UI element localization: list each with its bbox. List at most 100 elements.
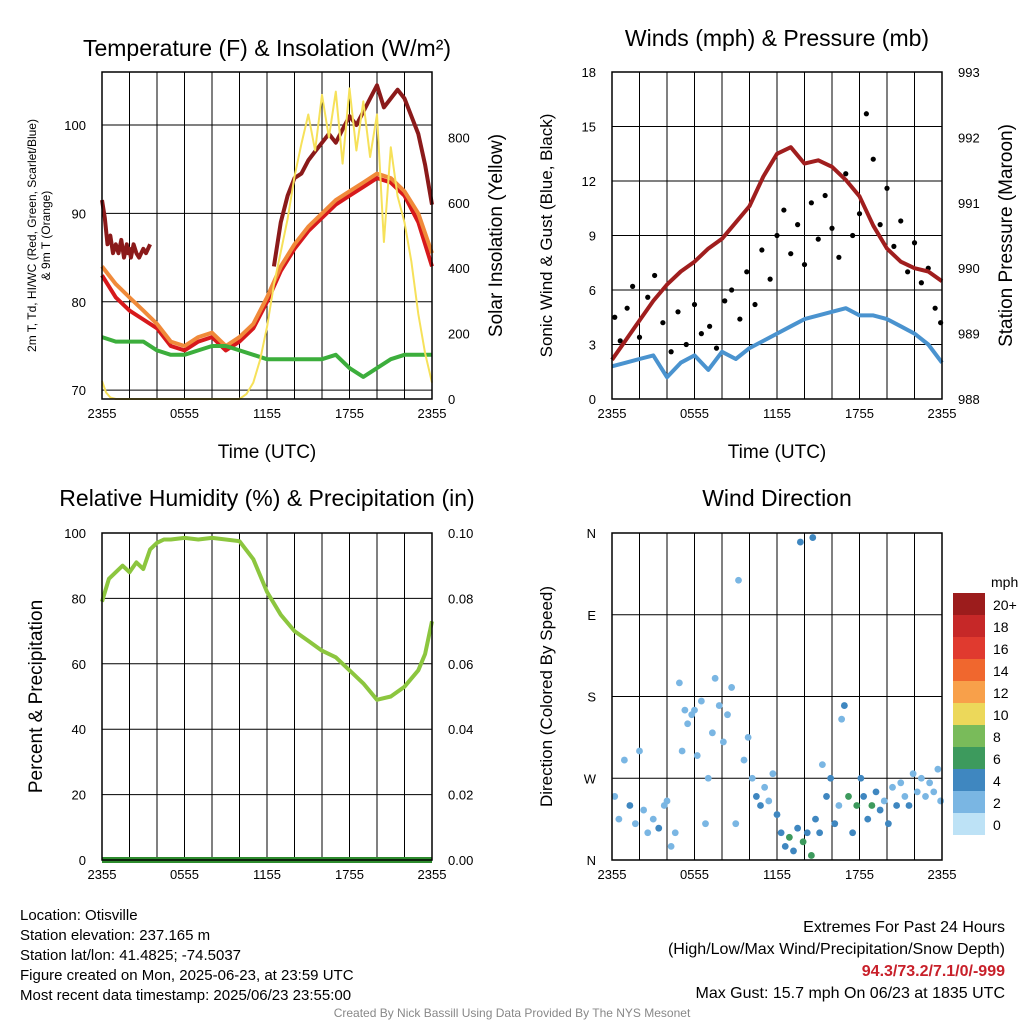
colorbar-swatch [953,725,985,747]
x-tick-label: 1155 [763,867,791,882]
y-tick-label: 15 [582,120,596,135]
y-tick-label: 3 [589,338,596,353]
wind-direction-point [761,783,769,791]
gust-point [856,211,863,217]
gust-point [822,192,828,199]
gust-point [759,247,765,253]
x-axis-label: Time (UTC) [218,442,317,463]
wind-direction-point [794,824,802,832]
wind-direction-point [812,815,819,823]
y-tick-label: 90 [72,206,86,221]
gust-point [905,269,911,275]
wind-direction-point [655,824,663,832]
colorbar-swatch [953,593,985,615]
wind-direction-point [773,811,781,818]
wind-direction-point [909,770,917,778]
max-gust-text: Max Gust: 15.7 mph On 06/23 at 1835 UTC [695,985,1006,1002]
y2-tick-label: 0.10 [448,526,473,541]
wind-direction-point [930,788,938,796]
colorbar-swatch [953,681,985,703]
y-tick-label: N [587,853,596,868]
series-line [100,176,434,353]
y2-tick-label: 0.04 [448,722,473,737]
elevation-text: Station elevation: 237.165 m [20,927,211,944]
wind-direction-point [748,774,756,782]
x-tick-label: 0555 [170,867,199,882]
wind-direction-point [835,802,843,809]
gust-point [668,349,674,355]
gust-point [863,111,869,117]
created-text: Figure created on Mon, 2025-06-23, at 23… [20,967,354,984]
wind-direction-point [889,783,896,791]
x-tick-label: 2355 [598,406,627,421]
gust-point [891,243,897,249]
latlon-text: Station lat/lon: 41.4825; -74.5037 [20,947,242,964]
wind-direction-point [728,684,736,691]
y-tick-label: 80 [72,591,86,606]
gust-point [713,345,720,351]
wind-direction-point [757,802,764,809]
x-tick-label: 1755 [845,406,874,421]
y-tick-label: 0 [79,853,86,868]
wind-direction-point [893,802,901,809]
colorbar-label: 4 [993,773,1001,789]
colorbar-label: 16 [993,641,1009,657]
wind-direction-point [649,815,657,823]
gust-point [781,207,787,213]
wind-direction-point [818,761,826,769]
y2-tick-label: 993 [958,65,980,80]
colorbar-label: 0 [993,817,1001,833]
recent-data-text: Most recent data timestamp: 2025/06/23 2… [20,987,352,1004]
y-tick-label: 20 [72,788,86,803]
wind-direction-point [845,793,852,800]
wind-direction-point [809,534,817,541]
colorbar-swatch [953,747,985,769]
wind-direction-point [901,793,909,800]
y-tick-label: 9 [589,229,596,244]
series-line [611,306,944,380]
plot-frame [611,532,943,861]
wind-direction-point [917,774,925,782]
y2-tick-label: 800 [448,130,470,145]
colorbar-swatch [953,659,985,681]
x-tick-label: 2355 [88,406,117,421]
wind-direction-point [708,729,716,737]
colorbar-unit: mph [991,574,1018,590]
x-tick-label: 2355 [928,867,957,882]
colorbar-swatch [953,703,985,725]
y2-tick-label: 988 [958,392,980,407]
x-tick-label: 0555 [680,867,709,882]
wind-direction-point [715,702,723,709]
station-info: Location: Otisville Station elevation: 2… [20,906,354,1006]
gust-point [877,222,883,228]
wind-direction-point [636,747,643,755]
wind-direction-point [667,842,675,850]
colorbar-label: 2 [993,795,1001,811]
chart-3 [100,532,434,863]
wind-direction-point [934,765,942,773]
colorbar-swatch [953,615,985,637]
wind-direction-point [857,774,865,782]
wind-direction-point [868,802,876,809]
wind-direction-point [702,820,709,828]
gust-point [829,225,835,231]
x-tick-label: 1155 [253,867,281,882]
colorbar-swatch [953,813,985,835]
extremes-title: Extremes For Past 24 Hours [803,919,1005,936]
gust-point [843,171,849,177]
y-tick-label: E [587,608,596,623]
wind-direction-point [719,738,727,746]
gust-point [918,280,924,286]
series-line [101,335,432,379]
y-tick-label: W [584,771,597,786]
chart-title: Temperature (F) & Insolation (W/m²) [83,35,451,61]
x-tick-label: 1155 [253,406,281,421]
wind-direction-point [876,806,884,814]
wind-direction-point [631,820,639,828]
wind-direction-point [765,797,773,805]
wind-direction-point [663,797,671,805]
x-tick-label: 2355 [598,867,627,882]
wind-direction-point [693,752,701,759]
y2-tick-label: 400 [448,261,470,276]
wind-direction-point [711,674,719,682]
